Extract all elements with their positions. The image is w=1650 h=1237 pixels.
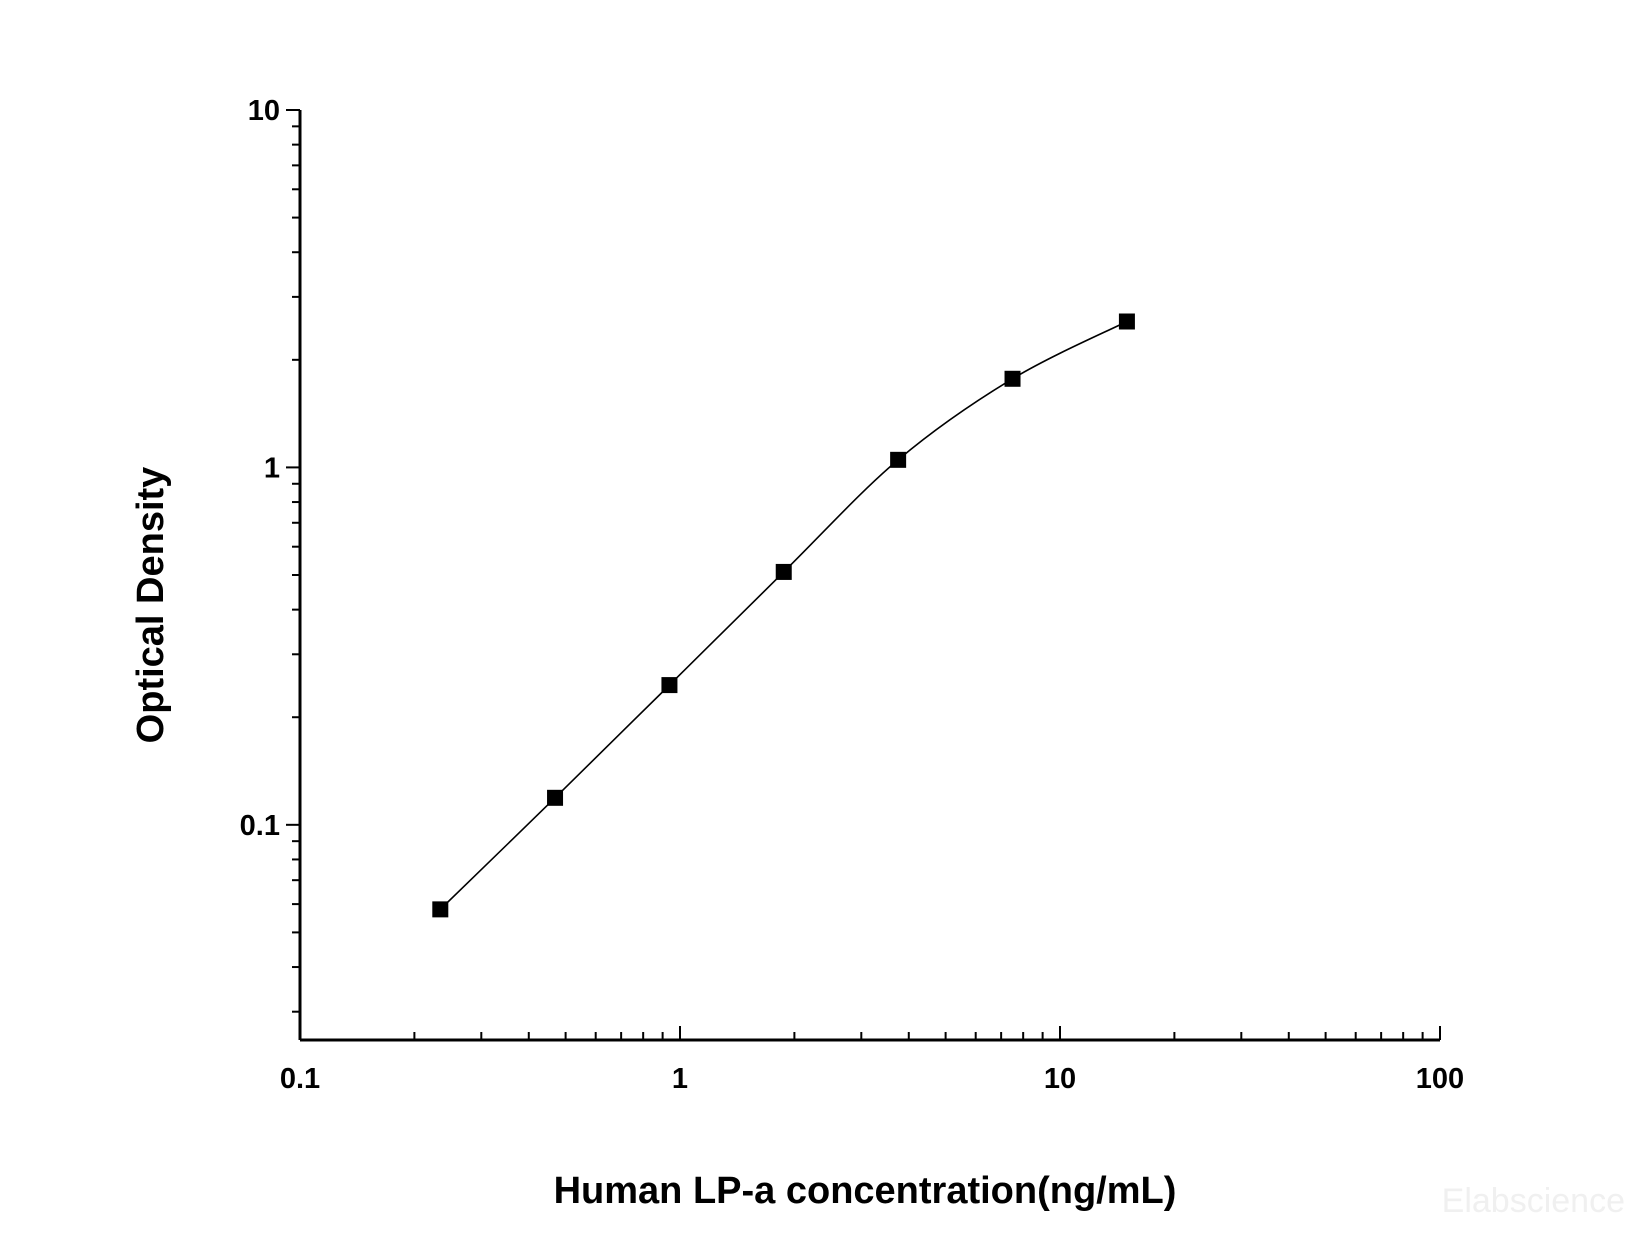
- data-point: [1004, 370, 1021, 387]
- data-point: [661, 677, 678, 694]
- tick-labels-layer: 0.1 1 10 100 0.1 1 10: [240, 95, 1465, 1095]
- ticks-layer: [286, 109, 1441, 1040]
- fit-curve: [439, 320, 1128, 910]
- data-point: [1118, 313, 1135, 330]
- data-point: [547, 789, 564, 806]
- watermark-logo: Elabscience: [1442, 1182, 1625, 1220]
- y-tick-label: 10: [248, 95, 280, 127]
- y-axis-title: Optical Density: [130, 467, 172, 744]
- data-point: [432, 901, 449, 918]
- x-tick-label: 1: [672, 1063, 688, 1095]
- data-point: [890, 451, 907, 468]
- markers-layer: [432, 313, 1135, 918]
- x-tick-label: 100: [1416, 1063, 1464, 1095]
- y-tick-label: 1: [264, 452, 280, 484]
- y-tick-label: 0.1: [240, 810, 280, 842]
- x-tick-label: 0.1: [280, 1063, 320, 1095]
- x-axis-title: Human LP-a concentration(ng/mL): [554, 1170, 1177, 1212]
- data-point: [775, 563, 792, 580]
- x-tick-label: 10: [1044, 1063, 1076, 1095]
